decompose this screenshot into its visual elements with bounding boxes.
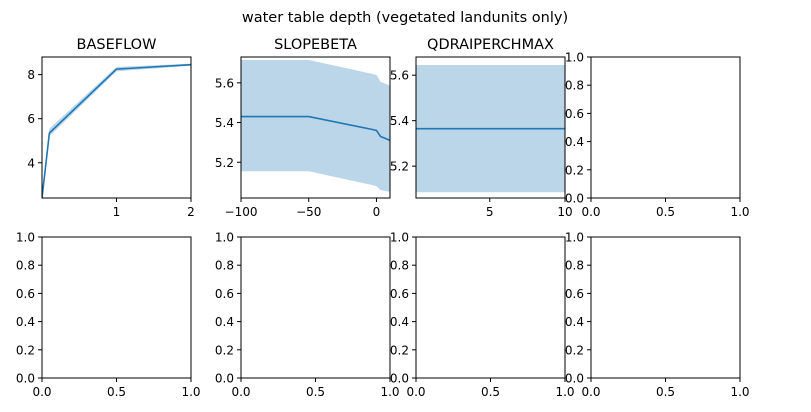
x-tick-label: 0.0 [581, 385, 600, 399]
y-tick-label: 5.2 [390, 160, 409, 174]
y-tick-label: 0.2 [565, 163, 584, 177]
y-tick-label: 0.2 [16, 343, 35, 357]
x-tick-label: 5 [486, 205, 494, 219]
panel-1: 1 2 4 6 8 BASEFLOW [27, 37, 194, 219]
x-tick-label: 0.5 [656, 205, 675, 219]
x-tick-label: 1.0 [181, 385, 200, 399]
plot-area [416, 64, 565, 193]
y-tick-label: 0.4 [565, 315, 584, 329]
x-tick-label: −100 [225, 205, 258, 219]
y-tick-label: 0.6 [565, 287, 584, 301]
x-tick-label: 0.5 [481, 385, 500, 399]
axes-frame [41, 236, 192, 379]
series-line [42, 63, 191, 198]
y-tick-label: 0.6 [16, 287, 35, 301]
x-tick-label: 0.0 [32, 385, 51, 399]
x-tick-label: 1.0 [380, 385, 399, 399]
y-tick-label: 1.0 [390, 231, 409, 245]
axes-frame [415, 56, 566, 199]
panel-title: QDRAIPERCHMAX [427, 37, 554, 53]
x-tick-label: 0.5 [306, 385, 325, 399]
x-tick-label: 1.0 [730, 385, 749, 399]
y-tick-label: 0.0 [565, 372, 584, 386]
y-tick-label: 0.0 [390, 372, 409, 386]
y-tick-label: 6 [27, 112, 35, 126]
axes-frame [415, 236, 566, 379]
y-tick-label: 0.6 [215, 287, 234, 301]
figure-title: water table depth (vegetated landunits o… [242, 10, 568, 26]
x-tick-label: 1.0 [555, 385, 574, 399]
x-tick-label: 2 [187, 205, 195, 219]
y-tick-label: 1.0 [16, 231, 35, 245]
y-tick-label: 0.6 [565, 107, 584, 121]
confidence-band [42, 63, 191, 198]
confidence-band [241, 59, 390, 193]
y-tick-label: 1.0 [215, 231, 234, 245]
x-tick-label: 0.0 [406, 385, 425, 399]
panel-5: 0.0 0.5 1.0 0.0 0.2 0.4 0.6 0.8 1.0 [16, 231, 201, 400]
series-line [241, 115, 390, 142]
x-tick-label: 0.5 [656, 385, 675, 399]
y-tick-label: 5.4 [215, 116, 234, 130]
panel-title: SLOPEBETA [274, 37, 357, 53]
panel-8: 0.0 0.5 1.0 0.0 0.2 0.4 0.6 0.8 1.0 [565, 231, 750, 400]
axes-frame [590, 236, 741, 379]
plot-area [241, 59, 390, 193]
axes-frame [240, 56, 391, 199]
panel-4: 0.0 0.5 1.0 0.0 0.2 0.4 0.6 0.8 1.0 [565, 51, 750, 220]
x-tick-label: 0.5 [107, 385, 126, 399]
x-tick-label: 1 [113, 205, 121, 219]
y-tick-label: 0.0 [565, 192, 584, 206]
panel-6: 0.0 0.5 1.0 0.0 0.2 0.4 0.6 0.8 1.0 [215, 231, 400, 400]
panel-7: 0.0 0.5 1.0 0.0 0.2 0.4 0.6 0.8 1.0 [390, 231, 575, 400]
plot-area [42, 63, 191, 198]
x-tick-label: 1.0 [730, 205, 749, 219]
x-tick-label: 0.0 [581, 205, 600, 219]
y-tick-label: 1.0 [565, 51, 584, 65]
y-tick-label: 0.4 [215, 315, 234, 329]
panels: 1 2 4 6 8 BASEFLOW −100 −50 0 5.2 5.4 5.6 SLOPEBETA 5… [16, 37, 750, 399]
panel-3: 5 10 5.2 5.4 5.6 QDRAIPERCHMAX [390, 37, 573, 219]
y-tick-label: 0.2 [390, 343, 409, 357]
y-tick-label: 0.6 [390, 287, 409, 301]
y-tick-label: 0.8 [390, 259, 409, 273]
y-tick-label: 0.8 [565, 259, 584, 273]
y-tick-label: 0.2 [215, 343, 234, 357]
y-tick-label: 0.8 [565, 79, 584, 93]
y-tick-label: 0.8 [16, 259, 35, 273]
y-tick-label: 8 [27, 68, 35, 82]
y-tick-label: 4 [27, 156, 35, 170]
axes-frame [590, 56, 741, 199]
panel-title: BASEFLOW [77, 37, 157, 53]
y-tick-label: 0.4 [390, 315, 409, 329]
x-tick-label: −50 [296, 205, 321, 219]
y-tick-label: 0.0 [16, 372, 35, 386]
y-tick-label: 0.4 [16, 315, 35, 329]
y-tick-label: 1.0 [565, 231, 584, 245]
x-tick-label: 0 [373, 205, 381, 219]
y-tick-label: 5.2 [215, 156, 234, 170]
x-tick-label: 10 [557, 205, 572, 219]
y-tick-label: 5.6 [390, 69, 409, 83]
y-tick-label: 0.8 [215, 259, 234, 273]
panel-2: −100 −50 0 5.2 5.4 5.6 SLOPEBETA [215, 37, 391, 219]
y-tick-label: 0.0 [215, 372, 234, 386]
y-tick-label: 5.6 [215, 76, 234, 90]
axes-frame [240, 236, 391, 379]
y-tick-label: 0.2 [565, 343, 584, 357]
x-tick-label: 0.0 [231, 385, 250, 399]
axes-frame [41, 56, 192, 199]
y-tick-label: 0.4 [565, 135, 584, 149]
y-tick-label: 5.4 [390, 114, 409, 128]
